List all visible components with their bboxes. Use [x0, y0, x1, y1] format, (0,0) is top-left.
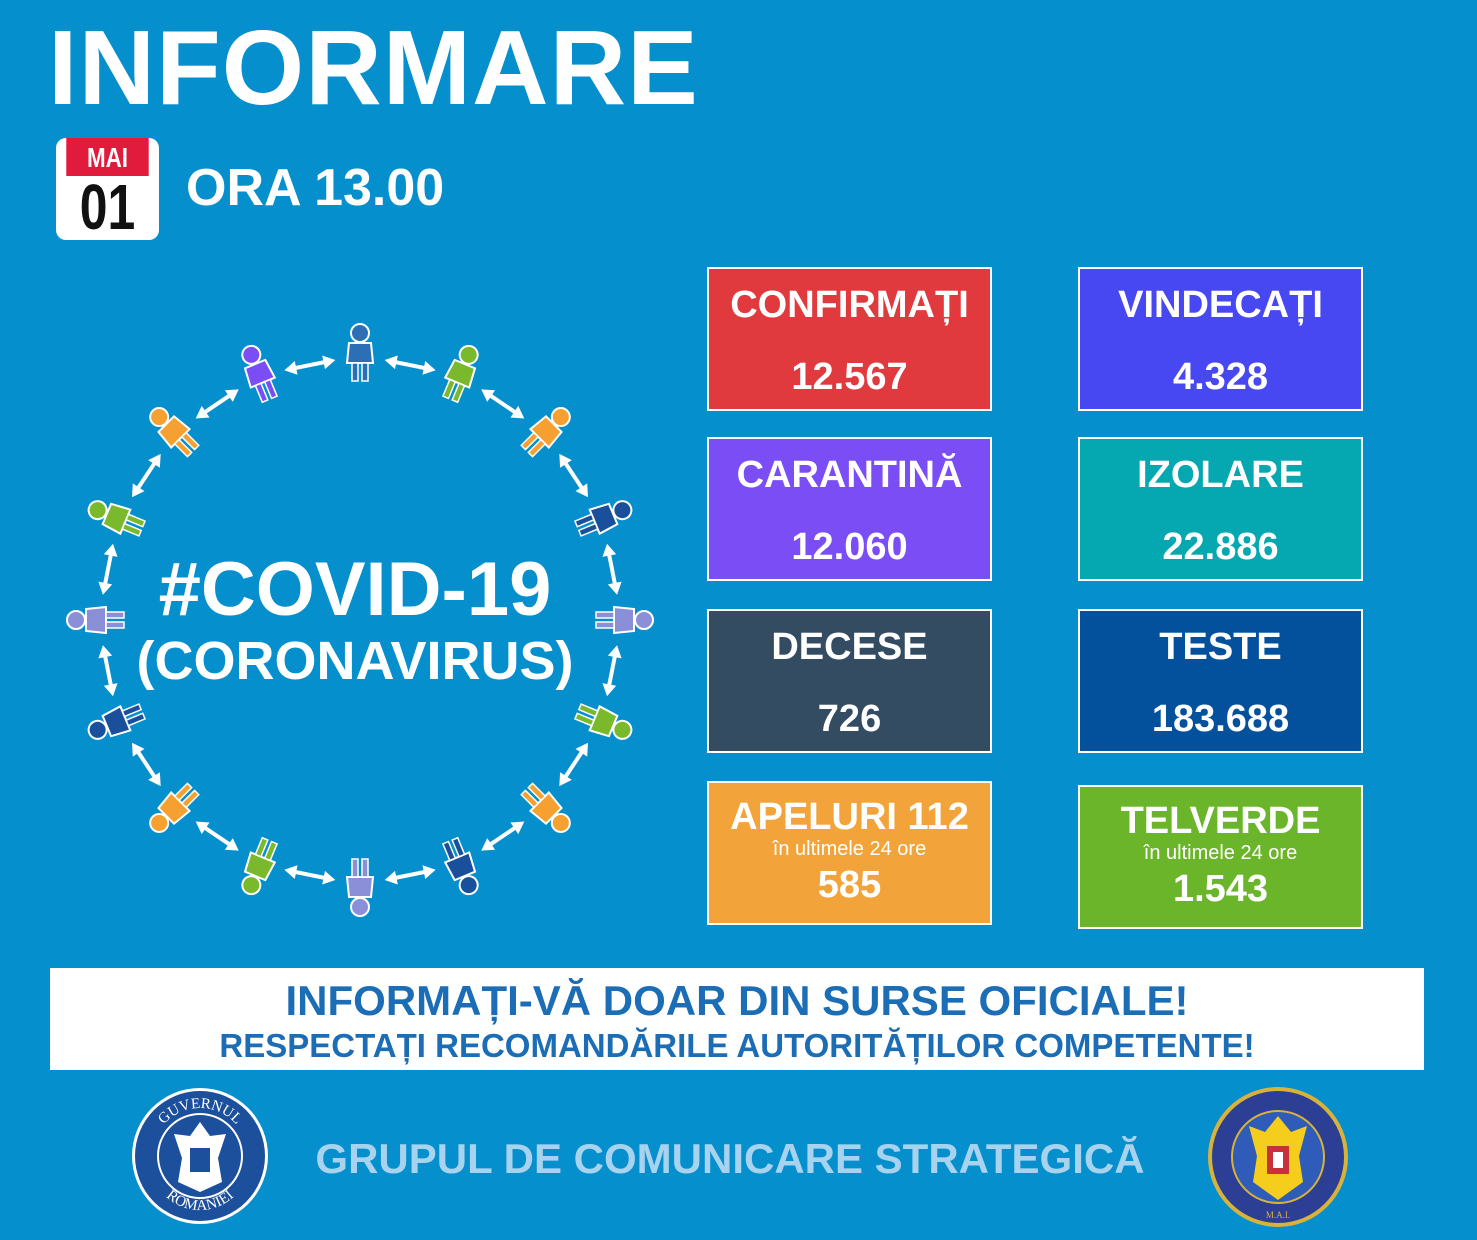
double-arrow-icon: [602, 645, 622, 697]
dsu-seal-icon: M.A.I.: [1208, 1087, 1348, 1227]
person-icon: [441, 836, 479, 896]
stat-label: IZOLARE: [1137, 454, 1304, 496]
stat-calls-112: APELURI 112 în ultimele 24 ore 585: [707, 781, 992, 925]
double-arrow-icon: [284, 865, 336, 885]
calendar-month: MAI: [66, 138, 149, 176]
stat-label: TELVERDE: [1120, 800, 1321, 842]
person-icon: [441, 344, 479, 404]
stat-label: APELURI 112: [730, 796, 969, 838]
stat-value: 1.543: [1172, 868, 1269, 910]
covid-heading: #COVID-19 (CORONAVIRUS): [120, 547, 590, 691]
double-arrow-icon: [602, 543, 622, 595]
stat-value: 726: [817, 698, 882, 740]
double-arrow-icon: [132, 453, 161, 498]
double-arrow-icon: [284, 355, 336, 375]
person-icon: [87, 500, 147, 537]
double-arrow-icon: [481, 389, 525, 419]
stat-label: VINDECAȚI: [1118, 284, 1323, 326]
stat-value: 585: [817, 864, 882, 906]
time-label: ORA 13.00: [186, 159, 445, 217]
double-arrow-icon: [559, 742, 588, 787]
double-arrow-icon: [98, 645, 118, 697]
double-arrow-icon: [132, 742, 161, 787]
person-icon: [573, 703, 633, 740]
stat-tests: TESTE 183.688: [1078, 609, 1363, 753]
stat-value: 183.688: [1151, 698, 1290, 740]
stat-label: DECESE: [771, 626, 928, 668]
person-icon: [149, 782, 200, 833]
person-icon: [345, 323, 375, 382]
people-circle-illustration: [66, 323, 654, 917]
person-icon: [87, 703, 147, 740]
person-icon: [595, 605, 654, 635]
stat-sublabel: în ultimele 24 ore: [772, 838, 927, 860]
person-icon: [345, 858, 375, 917]
calendar-day: 01: [79, 171, 136, 240]
stat-isolation: IZOLARE 22.886: [1078, 437, 1363, 581]
double-arrow-icon: [195, 389, 239, 419]
double-arrow-icon: [98, 543, 118, 595]
double-arrow-icon: [559, 453, 588, 498]
official-sources-banner: INFORMAȚI-VĂ DOAR DIN SURSE OFICIALE! RE…: [50, 968, 1424, 1070]
stat-value: 4.328: [1172, 356, 1269, 398]
stat-telverde: TELVERDE în ultimele 24 ore 1.543: [1078, 785, 1363, 929]
stat-confirmed: CONFIRMAȚI 12.567: [707, 267, 992, 411]
stat-label: TESTE: [1159, 626, 1282, 668]
banner-line-2: RESPECTAȚI RECOMANDĂRILE AUTORITĂȚILOR C…: [219, 1027, 1255, 1064]
calendar-icon: MAI 01: [56, 138, 159, 240]
guvernul-romaniei-seal-icon: GUVERNUL ROMÂNIEI: [132, 1088, 268, 1224]
stat-deaths: DECESE 726: [707, 609, 992, 753]
covid-subtitle: (CORONAVIRUS): [136, 631, 574, 691]
double-arrow-icon: [481, 821, 525, 851]
stat-value: 12.567: [791, 356, 908, 398]
svg-text:M.A.I.: M.A.I.: [1266, 1210, 1290, 1220]
double-arrow-icon: [384, 355, 436, 375]
stat-value: 12.060: [791, 526, 908, 568]
stat-sublabel: în ultimele 24 ore: [1143, 842, 1298, 864]
footer-text: GRUPUL DE COMUNICARE STRATEGICĂ: [315, 1135, 1145, 1182]
stat-label: CONFIRMAȚI: [730, 284, 969, 326]
person-icon: [66, 605, 125, 635]
stat-quarantine: CARANTINĂ 12.060: [707, 437, 992, 581]
person-icon: [573, 500, 633, 537]
person-icon: [149, 407, 200, 458]
stat-recovered: VINDECAȚI 4.328: [1078, 267, 1363, 411]
stat-value: 22.886: [1162, 526, 1279, 568]
person-icon: [241, 344, 279, 404]
banner-line-1: INFORMAȚI-VĂ DOAR DIN SURSE OFICIALE!: [285, 977, 1189, 1024]
person-icon: [520, 407, 571, 458]
page-title: INFORMARE: [48, 9, 699, 127]
stat-label: CARANTINĂ: [736, 454, 963, 496]
covid-hashtag: #COVID-19: [158, 547, 552, 632]
person-icon: [520, 782, 571, 833]
double-arrow-icon: [195, 821, 239, 851]
double-arrow-icon: [384, 865, 436, 885]
person-icon: [241, 836, 279, 896]
